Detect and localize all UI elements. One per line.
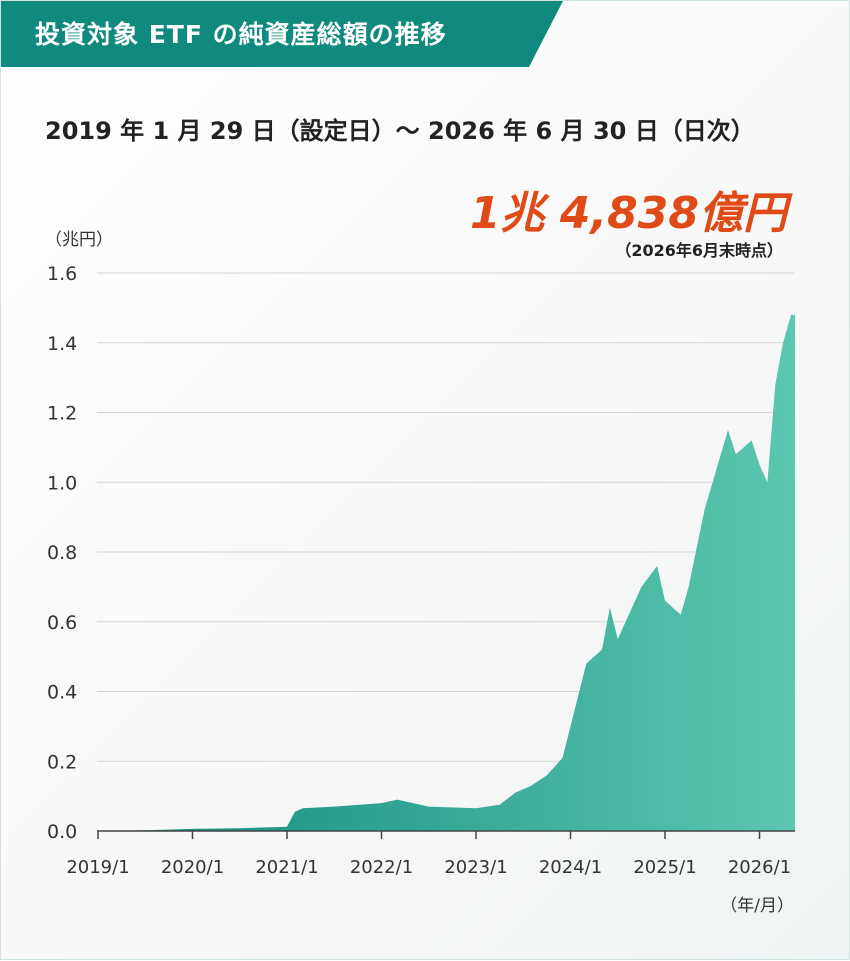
chart-title: 投資対象 ETF の純資産総額の推移 xyxy=(35,20,447,49)
y-axis-label: （兆円） xyxy=(45,230,113,250)
x-tick-label: 2019/1 xyxy=(66,857,129,878)
highlight-note: （2026年6月末時点） xyxy=(615,241,783,260)
y-tick-label: 0.2 xyxy=(47,751,77,773)
title-banner: 投資対象 ETF の純資産総額の推移 xyxy=(1,1,529,67)
x-tick-label: 2025/1 xyxy=(633,857,696,878)
y-tick-label: 1.6 xyxy=(47,263,77,285)
y-tick-label: 1.4 xyxy=(47,333,77,355)
series-area xyxy=(97,314,795,831)
y-tick-label: 0.6 xyxy=(47,612,77,634)
x-tick-label: 2021/1 xyxy=(255,857,318,878)
y-tick-label: 0.0 xyxy=(47,821,77,843)
y-tick-label: 0.8 xyxy=(47,542,77,564)
highlight-value: 1兆 4,838億円 xyxy=(469,188,787,239)
x-tick-label: 2023/1 xyxy=(444,857,507,878)
y-tick-label: 0.4 xyxy=(47,682,77,704)
x-tick-label: 2026/1 xyxy=(728,857,791,878)
chart-period: 2019 年 1 月 29 日（設定日）〜 2026 年 6 月 30 日（日次… xyxy=(45,117,755,145)
y-tick-label: 1.2 xyxy=(47,403,77,425)
y-tick-label: 1.0 xyxy=(47,472,77,494)
x-axis-label: （年/月） xyxy=(720,896,794,916)
x-tick-label: 2024/1 xyxy=(539,857,602,878)
title-banner-tab xyxy=(529,1,563,67)
x-tick-label: 2020/1 xyxy=(161,857,224,878)
x-tick-label: 2022/1 xyxy=(350,857,413,878)
